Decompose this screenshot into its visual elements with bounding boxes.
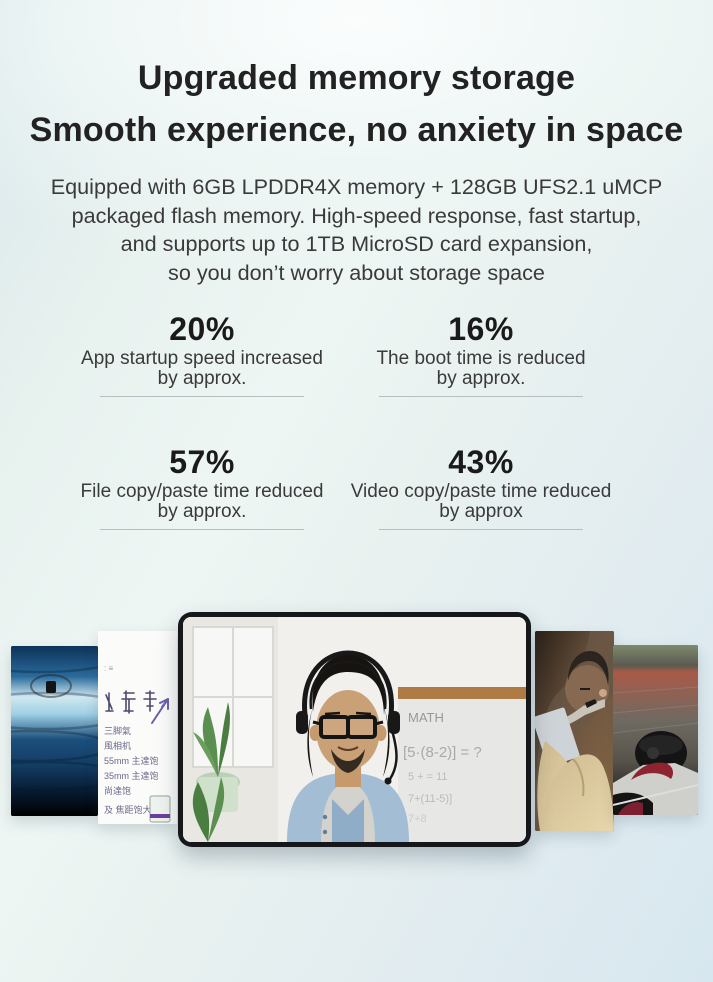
svg-text:35mm 主達饱: 35mm 主達饱 <box>104 770 159 781</box>
svg-text:及 焦距饱大: 及 焦距饱大 <box>104 804 152 815</box>
svg-text:風相机: 風相机 <box>104 740 131 751</box>
svg-text:: ≡: : ≡ <box>104 664 113 673</box>
svg-text:5 + = 11: 5 + = 11 <box>408 771 448 783</box>
svg-text:[5·(8-2)] = ?: [5·(8-2)] = ? <box>403 744 482 761</box>
svg-text:55mm 主達饱: 55mm 主達饱 <box>104 755 159 766</box>
svg-text:7+(11-5)]: 7+(11-5)] <box>408 793 452 805</box>
svg-text:7+8: 7+8 <box>408 813 427 825</box>
svg-text:MATH: MATH <box>408 710 444 725</box>
svg-text:尚達饱: 尚達饱 <box>104 785 131 796</box>
svg-text:三脚氣: 三脚氣 <box>104 725 131 736</box>
